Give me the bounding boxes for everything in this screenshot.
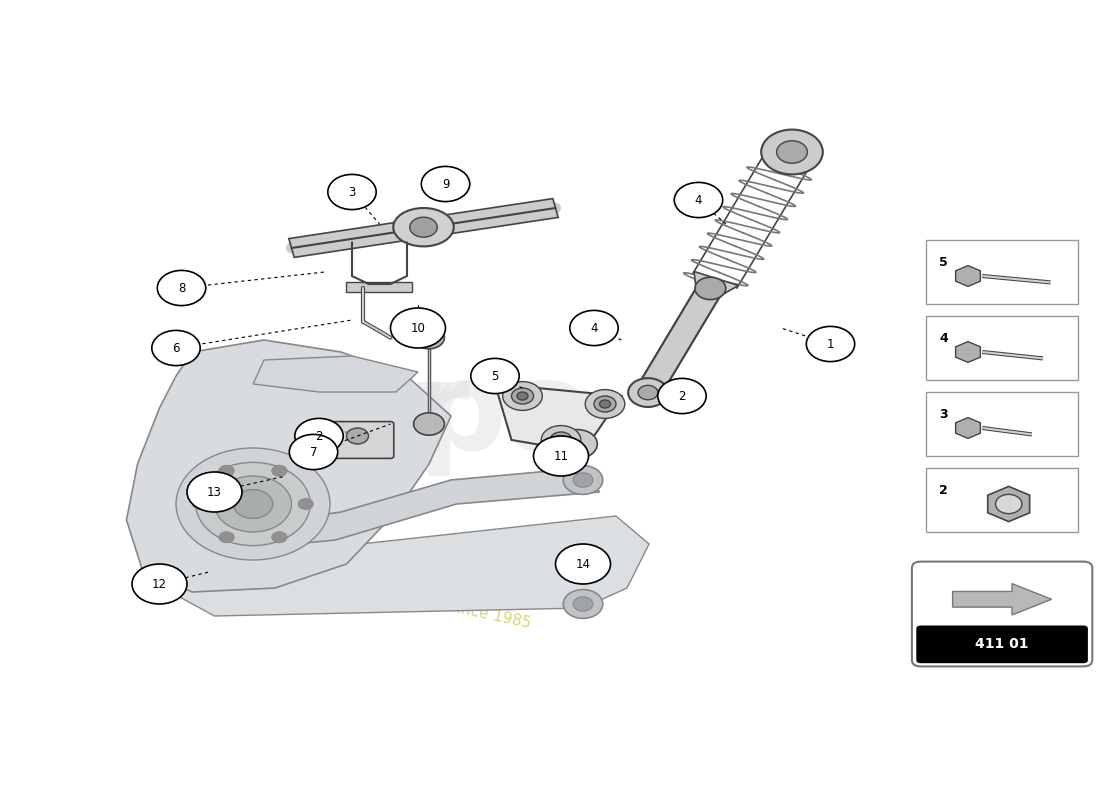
Text: a passion for parts since 1985: a passion for parts since 1985 (304, 569, 532, 631)
Circle shape (214, 476, 292, 532)
Text: 5: 5 (492, 370, 498, 382)
Polygon shape (170, 516, 649, 616)
Text: opa: opa (332, 355, 592, 477)
Polygon shape (694, 271, 738, 297)
Circle shape (328, 174, 376, 210)
Text: 2: 2 (679, 390, 685, 402)
Text: 13: 13 (207, 486, 222, 498)
Circle shape (421, 166, 470, 202)
Polygon shape (495, 384, 621, 452)
Circle shape (563, 466, 603, 494)
Circle shape (541, 426, 581, 454)
Circle shape (534, 436, 588, 476)
Circle shape (777, 141, 807, 163)
Circle shape (219, 532, 234, 543)
Text: 10: 10 (410, 322, 426, 334)
Circle shape (558, 430, 597, 458)
Circle shape (272, 532, 287, 543)
Polygon shape (953, 584, 1052, 615)
Circle shape (512, 388, 534, 404)
Circle shape (233, 490, 273, 518)
Circle shape (573, 473, 593, 487)
Polygon shape (253, 356, 418, 392)
Circle shape (806, 326, 855, 362)
Circle shape (289, 434, 338, 470)
Text: 2: 2 (316, 430, 322, 442)
Circle shape (996, 494, 1022, 514)
Circle shape (414, 326, 444, 349)
FancyBboxPatch shape (926, 392, 1078, 456)
Ellipse shape (409, 218, 438, 238)
Polygon shape (956, 418, 980, 438)
Text: 7: 7 (310, 446, 317, 458)
Circle shape (674, 182, 723, 218)
Circle shape (695, 278, 726, 300)
FancyBboxPatch shape (321, 422, 394, 458)
Text: 5: 5 (939, 256, 948, 269)
Circle shape (346, 428, 368, 444)
FancyBboxPatch shape (926, 316, 1078, 380)
Circle shape (550, 432, 572, 448)
Circle shape (658, 378, 706, 414)
Circle shape (761, 130, 823, 174)
Circle shape (628, 378, 668, 407)
Circle shape (295, 418, 343, 454)
Circle shape (573, 597, 593, 611)
Circle shape (196, 462, 310, 546)
Circle shape (570, 310, 618, 346)
Circle shape (503, 382, 542, 410)
Text: eur: eur (234, 355, 470, 477)
Polygon shape (289, 198, 558, 258)
Polygon shape (631, 285, 723, 404)
Text: 411 01: 411 01 (976, 638, 1028, 651)
Polygon shape (988, 486, 1030, 522)
FancyBboxPatch shape (926, 240, 1078, 304)
Circle shape (176, 448, 330, 560)
Text: 12: 12 (152, 578, 167, 590)
Polygon shape (126, 340, 451, 592)
Circle shape (563, 590, 603, 618)
Circle shape (272, 465, 287, 476)
Circle shape (157, 270, 206, 306)
Circle shape (187, 472, 242, 512)
Text: 3: 3 (349, 186, 355, 198)
Circle shape (471, 358, 519, 394)
Circle shape (517, 392, 528, 400)
Circle shape (219, 465, 234, 476)
Circle shape (390, 308, 446, 348)
Polygon shape (956, 266, 980, 286)
Ellipse shape (394, 208, 453, 246)
FancyBboxPatch shape (926, 468, 1078, 532)
Circle shape (298, 498, 314, 510)
Text: 1: 1 (827, 338, 834, 350)
Circle shape (594, 396, 616, 412)
FancyBboxPatch shape (912, 562, 1092, 666)
Polygon shape (253, 468, 600, 548)
Circle shape (638, 386, 658, 400)
Circle shape (152, 330, 200, 366)
Text: 11: 11 (553, 450, 569, 462)
Text: 8: 8 (178, 282, 185, 294)
Circle shape (192, 498, 208, 510)
Circle shape (556, 544, 610, 584)
Circle shape (132, 564, 187, 604)
Text: 14: 14 (575, 558, 591, 570)
Polygon shape (956, 342, 980, 362)
Circle shape (600, 400, 610, 408)
Text: 3: 3 (939, 408, 948, 421)
Circle shape (585, 390, 625, 418)
Text: 6: 6 (173, 342, 179, 354)
FancyBboxPatch shape (346, 282, 412, 292)
Text: 4: 4 (939, 332, 948, 345)
Text: 4: 4 (695, 194, 702, 206)
FancyBboxPatch shape (916, 626, 1088, 663)
Text: 9: 9 (442, 178, 449, 190)
Circle shape (414, 413, 444, 435)
Text: 4: 4 (591, 322, 597, 334)
Circle shape (556, 436, 566, 444)
Text: 2: 2 (939, 484, 948, 497)
